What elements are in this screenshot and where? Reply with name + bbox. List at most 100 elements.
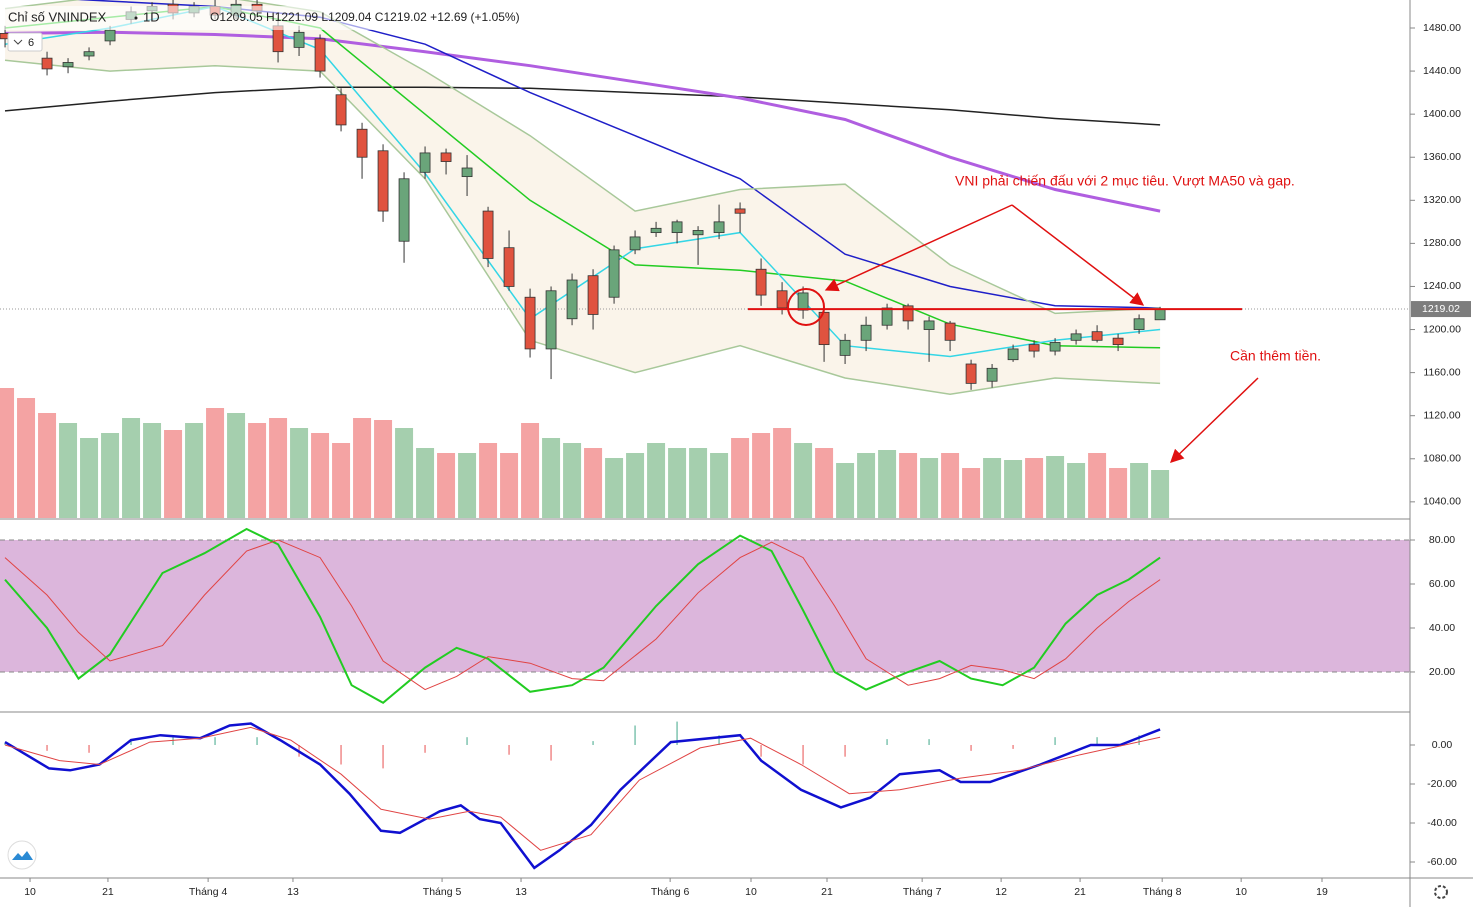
volume-bar [290,428,309,518]
volume-bar [584,448,603,518]
y-tick-label: 1080.00 [1423,453,1461,465]
stoch-line [4,527,1161,705]
candle-body [1133,318,1145,330]
candle-body [860,324,872,341]
candle-body [629,236,641,251]
candle-body [314,38,326,72]
candle-body [608,249,620,298]
y-tick-label: -60.00 [1427,856,1457,868]
macd-line [4,722,1161,870]
indicator-toggle[interactable] [7,32,43,52]
candle-body [692,230,704,236]
volume-bar [353,418,372,518]
volume-bar [1151,470,1170,518]
candle-body [293,31,305,48]
candle-body [755,268,767,296]
y-tick-label: 60.00 [1429,578,1455,590]
candle-body [503,247,515,287]
logo[interactable] [7,840,37,870]
volume-bar [1067,463,1086,518]
last-price-label: 1219.02 [1422,303,1460,315]
candle-body [776,290,788,309]
x-tick-label: 10 [745,886,757,898]
volume-bar [206,408,225,518]
y-tick-label: 1400.00 [1423,108,1461,120]
volume-bar [374,420,393,518]
candle-body [587,275,599,315]
candle-body [524,296,536,350]
y-tick-label: 1200.00 [1423,323,1461,335]
moving-average [74,0,1161,309]
volume-bar [0,388,15,518]
volume-bar [80,438,99,518]
volume-bar [185,423,204,518]
y-tick-label: -40.00 [1427,817,1457,829]
annotation: Cần thêm tiền. [1230,348,1321,364]
candle-body [440,152,452,162]
y-tick-label: 80.00 [1429,534,1455,546]
interval: 1D [143,9,160,24]
candle-body [482,210,494,259]
y-tick-label: 1240.00 [1423,280,1461,292]
volume-bar [311,433,330,518]
volume-bar [416,448,435,518]
volume-bar [563,443,582,518]
volume-bar [59,423,78,518]
x-tick-label: 21 [821,886,833,898]
volume-bar [857,453,876,518]
separator [134,16,138,20]
x-tick-label: Tháng 5 [423,886,462,898]
x-tick-label: 10 [1235,886,1247,898]
symbol-title: Chỉ số VNINDEX [8,9,107,24]
moving-average [4,59,1161,395]
header-bg [0,6,560,30]
volume-bar [122,418,141,518]
volume-bar [269,418,288,518]
candle-body [713,221,725,234]
y-tick-label: 20.00 [1429,666,1455,678]
indicator-count: 6 [28,37,34,49]
candle-body [839,339,851,356]
volume-bar [689,448,708,518]
y-tick-label: 1480.00 [1423,22,1461,34]
y-tick-label: 1120.00 [1423,409,1460,421]
volume-bar [143,423,162,518]
volume-bar [38,413,57,518]
volume-bar [731,438,750,518]
candle-body [797,292,809,311]
volume-bar [227,413,246,518]
volume-bar [395,428,414,518]
volume-bar [1088,453,1107,518]
volume-bar [941,453,960,518]
candle-body [1007,348,1019,361]
indicator-panes [0,527,1410,870]
volume-bar [773,428,792,518]
candle-body [461,167,473,178]
candle-body [671,221,683,234]
volume-bar [752,433,771,518]
volume-bar [1046,456,1065,518]
candle-body [965,363,977,384]
ohlc-header: O1209.05 H1221.09 L1209.04 C1219.02 +12.… [210,10,520,24]
candle-body [419,152,431,173]
volume-bar [332,443,351,518]
candle-body [986,367,998,382]
volume-bar [500,453,519,518]
volume-bar [710,453,729,518]
volume-bar [101,433,120,518]
volume-bar [479,443,498,518]
axes: 1040.001080.001120.001160.001200.001240.… [24,22,1471,898]
volume-bar [1130,463,1149,518]
candle-body [104,29,116,42]
x-tick-label: 21 [1074,886,1086,898]
y-tick-label: -20.00 [1427,778,1457,790]
stoch-line [4,539,1161,691]
y-tick-label: 0.00 [1432,739,1453,751]
settings-icon[interactable] [1434,885,1448,899]
volume-bar [1109,468,1128,518]
volume-bar [437,453,456,518]
chevron-icon [13,39,23,45]
bollinger-fill [5,0,1161,395]
candle-body [734,208,746,214]
candle-body [881,307,893,326]
